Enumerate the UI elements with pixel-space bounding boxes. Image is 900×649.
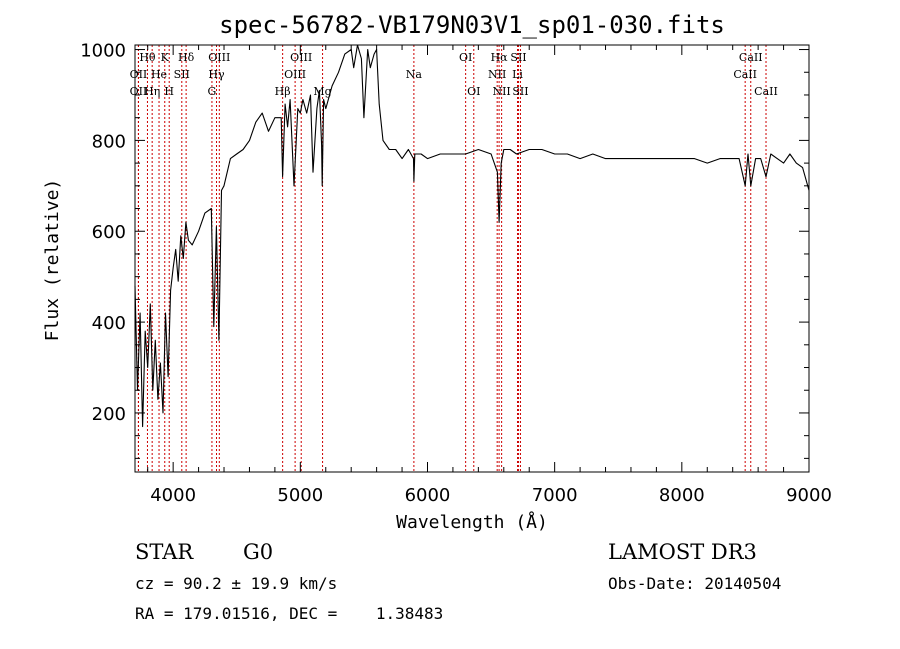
y-axis-ticks: 200 400 600 800 1000 (80, 41, 809, 459)
spectral-line-label: Mg (313, 85, 331, 98)
x-tick-label: 8000 (659, 485, 705, 506)
spectral-line-label: K (161, 51, 170, 64)
spectral-line-label: G (208, 85, 217, 98)
spectral-line-label: Hη (144, 85, 160, 98)
spectral-line-label: SII (510, 51, 526, 64)
spectral-line-label: Hβ (275, 85, 291, 98)
spectral-line-label: SII (512, 85, 528, 98)
x-tick-label: 9000 (786, 485, 832, 506)
spectral-line-label: Hα (491, 51, 509, 64)
x-tick-label: 6000 (405, 485, 451, 506)
spectral-line-label: OIII (290, 51, 312, 64)
ra-dec: RA = 179.01516, DEC = 1.38483 (135, 604, 443, 623)
x-tick-label: 5000 (277, 485, 323, 506)
y-tick-label: 600 (92, 222, 126, 243)
x-axis-label: Wavelength (Å) (396, 511, 548, 533)
spectral-line-label: SII (174, 68, 190, 81)
spectral-line-label: OI (459, 51, 472, 64)
spectral-line-label: CaII (754, 85, 778, 98)
spectral-line-label: OI (467, 85, 480, 98)
y-tick-label: 1000 (80, 41, 126, 62)
obs-date: Obs-Date: 20140504 (608, 574, 781, 593)
spectral-line-label: Hθ (139, 51, 156, 64)
y-tick-label: 200 (92, 404, 126, 425)
y-tick-label: 800 (92, 131, 126, 152)
spectral-line-label: H (164, 85, 174, 98)
spectral-line-label: OII (130, 85, 148, 98)
x-tick-label: 4000 (150, 485, 196, 506)
spectral-line-label: NII (492, 85, 510, 98)
spectrum-series (134, 44, 810, 428)
spectral-line-label: OIII (284, 68, 306, 81)
spectral-line-label: NII (488, 68, 506, 81)
spectrum-line (134, 44, 810, 428)
spectral-line-label: CaII (733, 68, 757, 81)
x-tick-label: 7000 (532, 485, 578, 506)
chart-title: spec-56782-VB179N03V1_sp01-030.fits (219, 11, 725, 39)
spectral-line-label: He (151, 68, 167, 81)
spectral-line-label: Hδ (178, 51, 195, 64)
y-axis-label: Flux (relative) (42, 179, 63, 342)
spectral-line-markers (137, 45, 767, 472)
spectral-line-label: Li (512, 68, 523, 81)
y-tick-label: 400 (92, 313, 126, 334)
object-subclass: G0 (243, 540, 273, 564)
spectral-line-label: OIII (208, 51, 230, 64)
redshift-cz: cz = 90.2 ± 19.9 km/s (135, 574, 337, 593)
spectral-line-label: Hγ (208, 68, 225, 81)
plot-frame (134, 44, 810, 473)
spectral-line-label: OII (130, 68, 148, 81)
survey-name: LAMOST DR3 (608, 540, 757, 564)
object-class: STAR (135, 540, 194, 564)
x-axis-ticks: 4000 5000 6000 7000 8000 9000 (147, 45, 832, 506)
spectral-line-label: Na (406, 68, 423, 81)
spectral-line-label: CaII (739, 51, 763, 64)
